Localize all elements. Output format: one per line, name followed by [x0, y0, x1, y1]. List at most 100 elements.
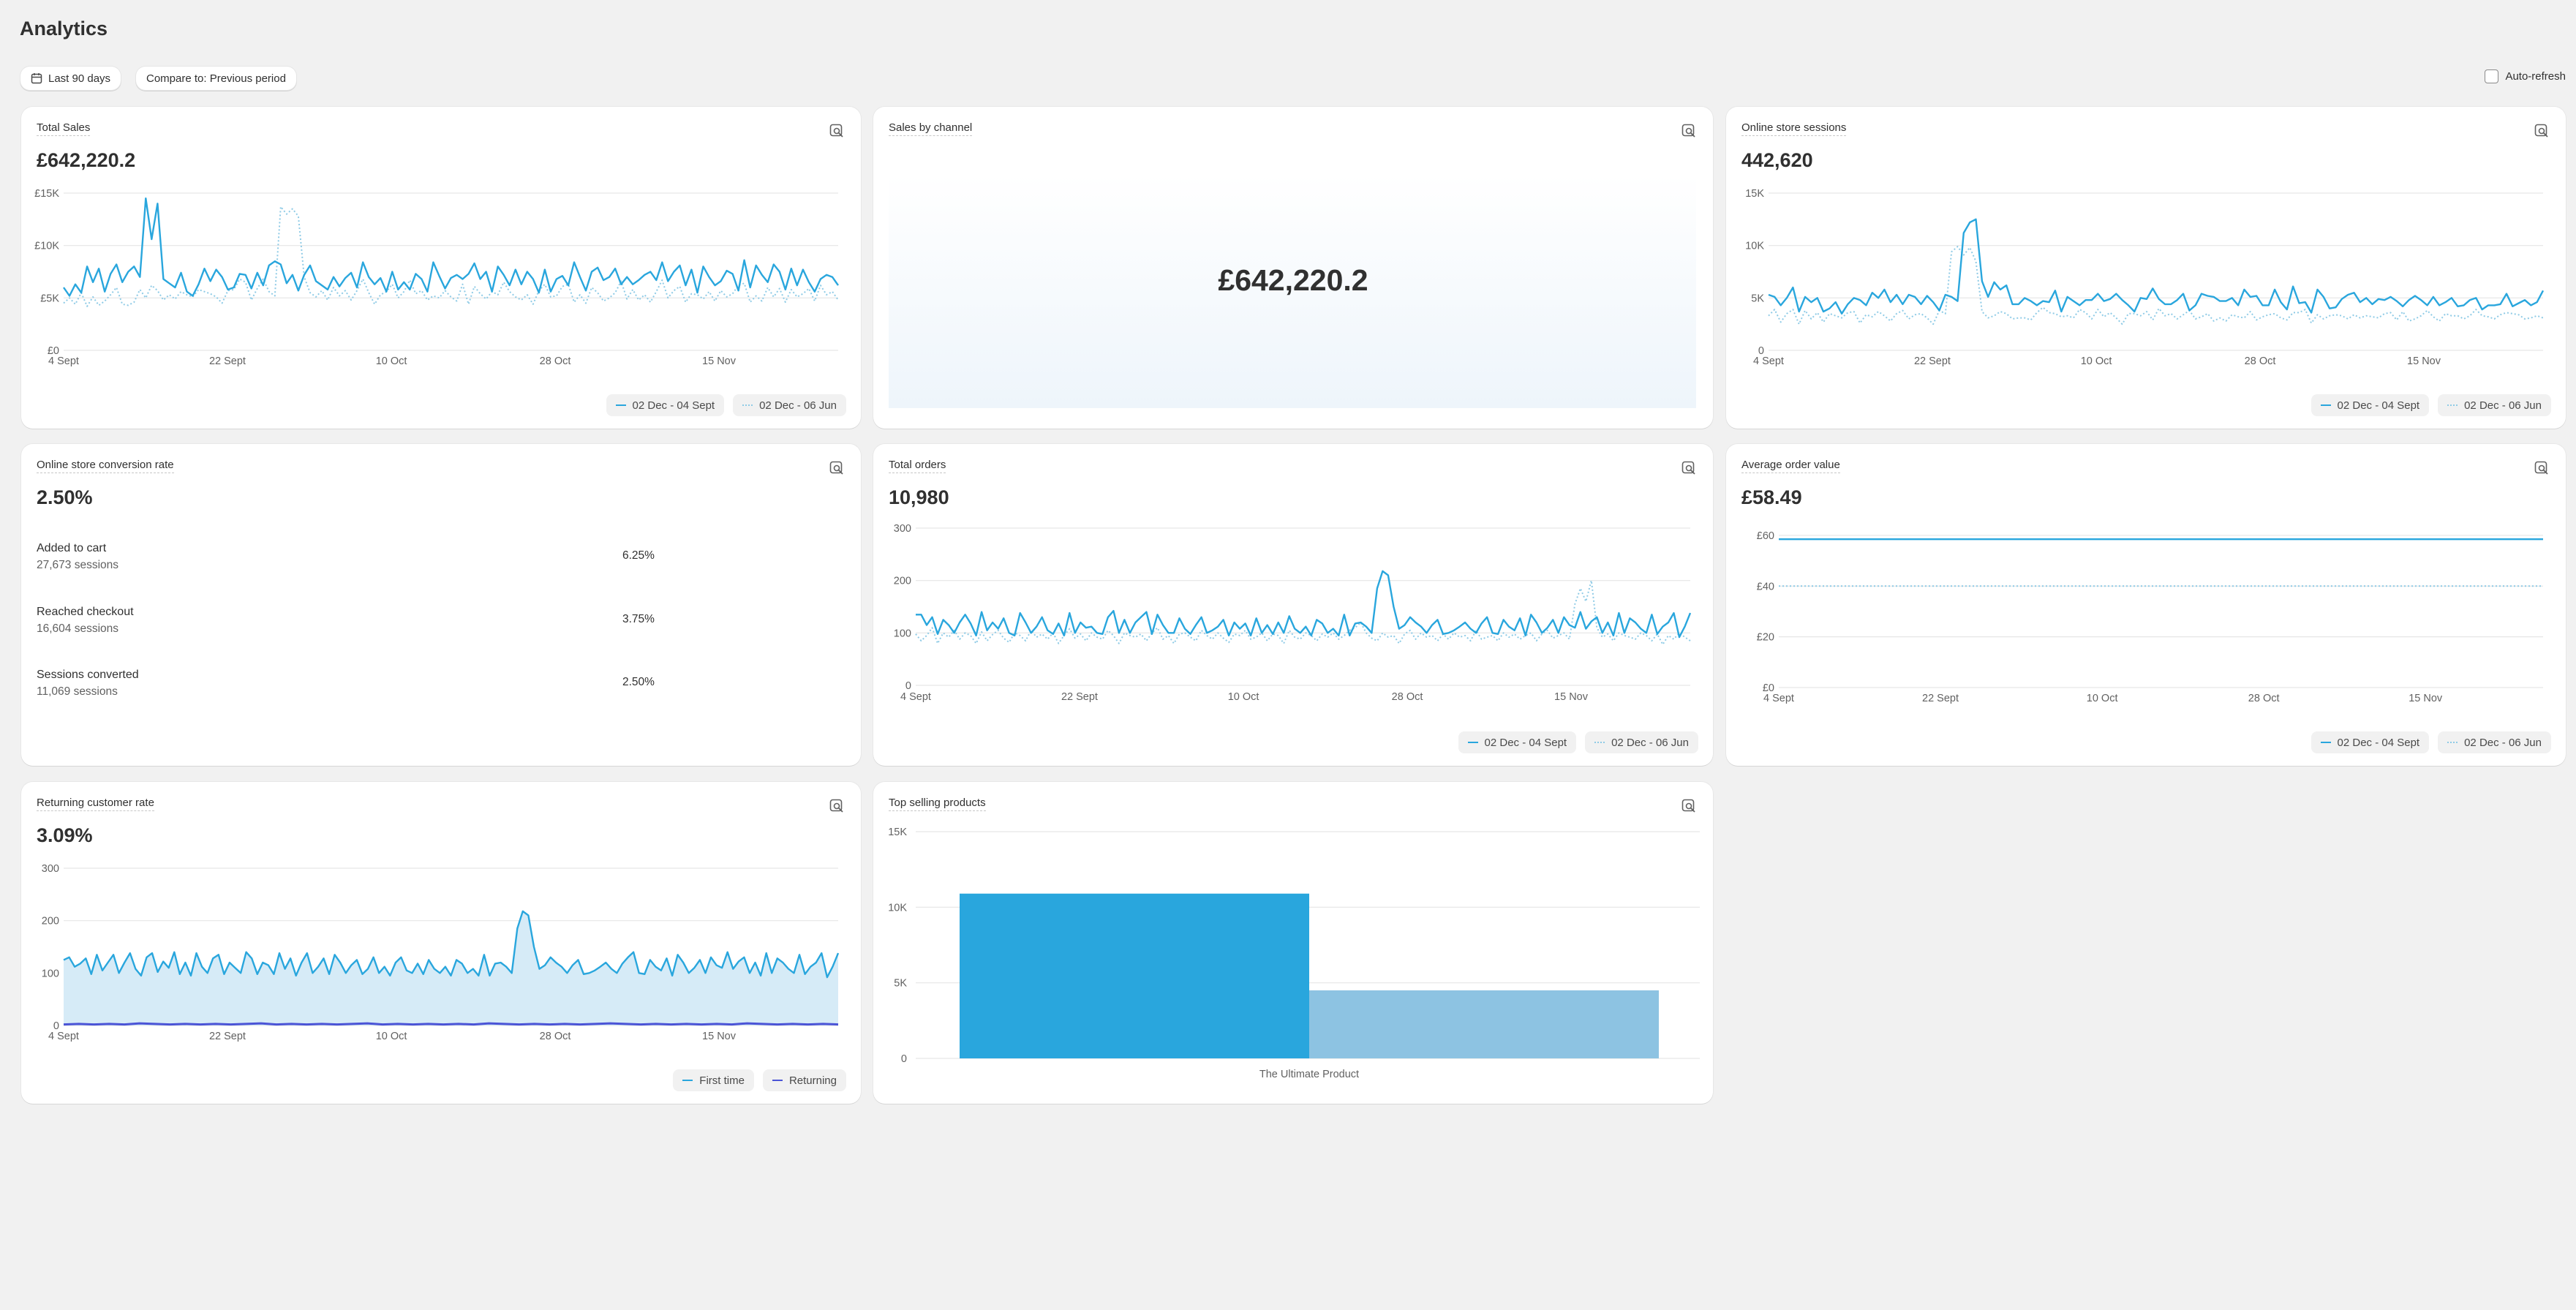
total-orders-chart: 0 100 200 300 4 Sept 22 Sept 10 Oct 28 Oct 15 No…	[894, 523, 1692, 703]
x-tick-label: 4 Sept	[48, 1031, 79, 1042]
card-title[interactable]: Total Sales	[37, 121, 91, 136]
series-line-current	[1768, 218, 2545, 315]
x-tick-label: 15 Nov	[702, 355, 737, 367]
card-title[interactable]: Online store conversion rate	[37, 459, 174, 473]
legend-swatch	[1594, 742, 1605, 743]
legend-current[interactable]: 02 Dec - 04 Sept	[606, 394, 725, 416]
legend-label: 02 Dec - 06 Jun	[1611, 736, 1689, 749]
y-tick-label: £15K	[34, 188, 59, 200]
auto-refresh-checkbox[interactable]	[2485, 69, 2499, 83]
x-tick-label: 10 Oct	[2087, 693, 2118, 704]
explore-icon[interactable]	[829, 123, 845, 139]
legend-current[interactable]: 02 Dec - 04 Sept	[2311, 731, 2430, 753]
conversion-row-label: Reached checkout	[37, 606, 134, 618]
channel-gradient-panel	[889, 174, 1696, 408]
x-tick-label: 10 Oct	[1228, 691, 1259, 703]
card-value: 10,980	[889, 486, 949, 508]
x-tick-label: 15 Nov	[2407, 355, 2441, 367]
y-tick-label: £40	[1757, 581, 1774, 592]
x-tick-label: 4 Sept	[1753, 355, 1784, 367]
legend-label: 02 Dec - 06 Jun	[2464, 399, 2542, 412]
legend-returning[interactable]: Returning	[762, 1069, 846, 1091]
total-orders-card: Total orders 10,980 0 100 200 300 4 Sept 22 S…	[873, 444, 1713, 766]
auto-refresh-toggle[interactable]: Auto-refresh	[2485, 69, 2566, 83]
y-tick-label: 200	[894, 576, 911, 587]
legend-label: 02 Dec - 06 Jun	[2464, 736, 2542, 749]
date-range-button[interactable]: Last 90 days	[20, 66, 122, 91]
legend-first-time[interactable]: First time	[673, 1069, 754, 1091]
aov-chart: £0 £20 £40 £60 4 Sept 22 Sept 10 Oct 28 Oct 15 N…	[1757, 530, 2543, 704]
legend-label: 02 Dec - 04 Sept	[2337, 399, 2420, 412]
y-tick-label: £20	[1757, 632, 1774, 644]
explore-icon[interactable]	[2534, 460, 2550, 476]
x-tick-label: 4 Sept	[48, 355, 79, 367]
chart-legend: 02 Dec - 04 Sept 02 Dec - 06 Jun	[606, 394, 846, 416]
explore-icon[interactable]	[1681, 123, 1697, 139]
sessions-card: Online store sessions 442,620 0 5K 10K 15K 4…	[1726, 107, 2566, 429]
x-tick-label: 15 Nov	[1554, 691, 1589, 703]
explore-icon[interactable]	[1681, 798, 1697, 814]
x-tick-label: 28 Oct	[540, 1031, 571, 1042]
conversion-row-label: Added to cart	[37, 542, 107, 554]
explore-icon[interactable]	[1681, 460, 1697, 476]
channel-total-value: £642,220.2	[1218, 263, 1368, 297]
explore-icon[interactable]	[2534, 123, 2550, 139]
legend-current[interactable]: 02 Dec - 04 Sept	[1458, 731, 1577, 753]
x-tick-label: 22 Sept	[209, 1031, 246, 1042]
total-sales-card: Total Sales £642,220.2 £0 £5K £10K £15K 4 Se…	[21, 107, 861, 429]
series-line-current	[63, 197, 839, 297]
average-order-value-card: Average order value £58.49 £0 £20 £40 £60 4 …	[1726, 444, 2566, 766]
x-tick-label: 28 Oct	[540, 355, 571, 367]
y-tick-label: 15K	[1745, 188, 1764, 200]
legend-swatch	[1467, 742, 1478, 743]
card-title[interactable]: Average order value	[1741, 459, 1840, 473]
explore-icon[interactable]	[829, 798, 845, 814]
x-tick-label: 22 Sept	[1914, 355, 1951, 367]
legend-current[interactable]: 02 Dec - 04 Sept	[2311, 394, 2430, 416]
y-tick-label: 200	[42, 916, 59, 927]
card-value: 442,620	[1741, 149, 1813, 171]
y-tick-label: £10K	[34, 241, 59, 252]
conversion-row-sessions: 27,673 sessions	[37, 559, 119, 571]
card-title[interactable]: Top selling products	[889, 797, 986, 811]
y-tick-label: 100	[894, 628, 911, 639]
y-tick-label: £5K	[40, 293, 59, 304]
x-tick-label: 28 Oct	[1392, 691, 1423, 703]
y-tick-label: 15K	[888, 827, 907, 838]
legend-previous[interactable]: 02 Dec - 06 Jun	[1585, 731, 1698, 753]
legend-previous[interactable]: 02 Dec - 06 Jun	[2438, 394, 2551, 416]
series-line-current	[63, 910, 840, 979]
legend-previous[interactable]: 02 Dec - 06 Jun	[733, 394, 846, 416]
top-products-chart: 0 5K 10K 15K The Ultimate Product	[888, 827, 1700, 1080]
card-title[interactable]: Total orders	[889, 459, 946, 473]
returning-customer-card: Returning customer rate 3.09% 0 100 200 300…	[21, 782, 861, 1104]
y-tick-label: £60	[1757, 530, 1774, 542]
card-title[interactable]: Online store sessions	[1741, 121, 1847, 136]
compare-button[interactable]: Compare to: Previous period	[135, 66, 297, 91]
card-title[interactable]: Sales by channel	[889, 121, 973, 136]
legend-label: 02 Dec - 04 Sept	[1484, 736, 1567, 749]
y-tick-label: 0	[1758, 345, 1764, 357]
card-value: 2.50%	[37, 486, 93, 508]
chart-legend: First time Returning	[673, 1069, 846, 1091]
page-title: Analytics	[20, 18, 108, 39]
legend-swatch	[772, 1080, 783, 1081]
legend-label: 02 Dec - 04 Sept	[632, 399, 715, 412]
legend-swatch	[2320, 404, 2331, 406]
series-line-previous	[63, 206, 839, 307]
series-line-previous	[1768, 246, 2544, 325]
x-tick-label: 22 Sept	[209, 355, 246, 367]
card-title[interactable]: Returning customer rate	[37, 797, 154, 811]
y-tick-label: 300	[42, 863, 59, 875]
conversion-row-reached-checkout: Reached checkout 16,604 sessions 3.75%	[37, 606, 846, 636]
legend-label: Returning	[788, 1074, 837, 1087]
x-tick-label: 15 Nov	[2409, 693, 2443, 704]
x-tick-label: 10 Oct	[376, 1031, 407, 1042]
explore-icon[interactable]	[829, 460, 845, 476]
y-tick-label: 0	[53, 1020, 59, 1032]
chart-legend: 02 Dec - 04 Sept 02 Dec - 06 Jun	[1458, 731, 1698, 753]
x-tick-label: 28 Oct	[2248, 693, 2280, 704]
conversion-row-value: 6.25%	[622, 549, 655, 562]
bar-current	[960, 893, 1309, 1058]
legend-previous[interactable]: 02 Dec - 06 Jun	[2438, 731, 2551, 753]
